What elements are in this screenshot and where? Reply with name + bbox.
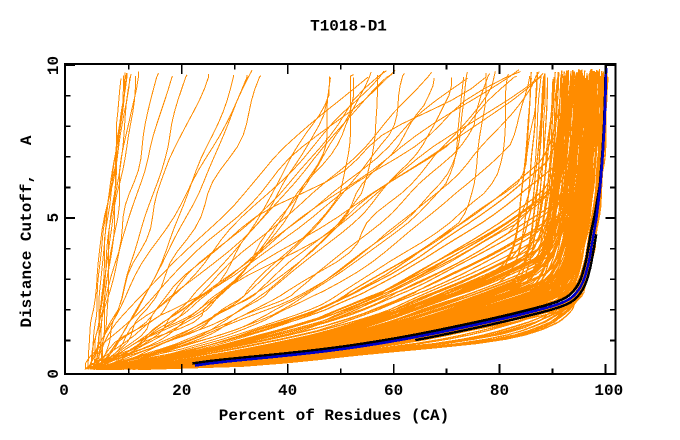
- svg-text:0: 0: [45, 369, 63, 379]
- svg-text:0: 0: [59, 382, 69, 400]
- svg-text:5: 5: [45, 213, 63, 223]
- svg-text:Distance Cutoff, A: Distance Cutoff, A: [18, 135, 36, 327]
- svg-text:10: 10: [45, 56, 63, 75]
- svg-text:20: 20: [172, 382, 191, 400]
- svg-text:Percent of Residues (CA): Percent of Residues (CA): [219, 407, 449, 425]
- svg-text:60: 60: [384, 382, 403, 400]
- svg-text:80: 80: [490, 382, 509, 400]
- svg-text:40: 40: [278, 382, 297, 400]
- svg-text:100: 100: [594, 382, 623, 400]
- svg-text:T1018-D1: T1018-D1: [310, 18, 387, 36]
